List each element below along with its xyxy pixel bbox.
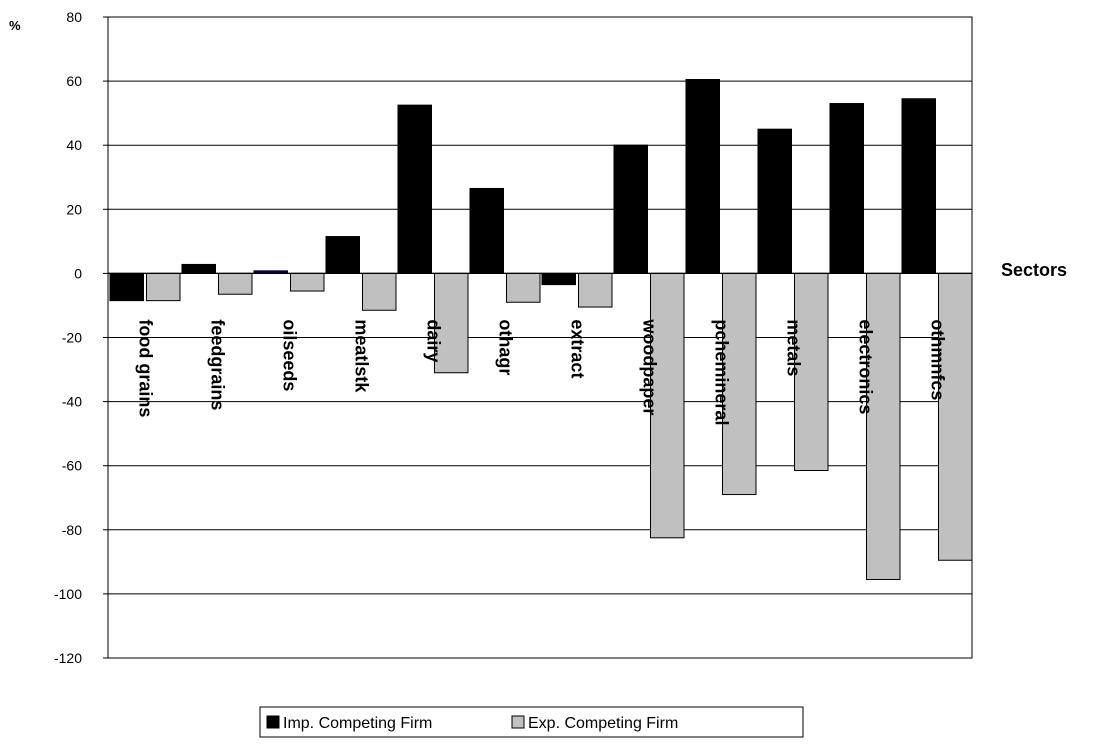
labels: 80 60 40 20 0 -20 -40 -60 -80 -100 -120 food grains… <box>9 9 1067 666</box>
imp-bar-othmnfcs <box>901 98 936 274</box>
imp-bar-dairy <box>397 104 432 274</box>
exp-bar-othagr <box>506 272 541 303</box>
y-tick-label: 60 <box>66 73 82 89</box>
y-tick-label: 80 <box>66 9 82 25</box>
category-label: othagr <box>495 319 515 375</box>
imp-bar-pchemineral <box>685 78 720 274</box>
imp-bar-feedgrains <box>181 263 216 274</box>
exp-bar-oilseeds <box>290 272 325 292</box>
x-axis-title: Sectors <box>1001 260 1067 280</box>
category-label: dairy <box>423 319 443 362</box>
exp-bar-pchemineral <box>722 272 757 496</box>
bars <box>109 78 973 580</box>
legend-swatch <box>266 715 280 729</box>
exp-bar-food-grains <box>146 272 181 302</box>
exp-bar-othmnfcs <box>938 272 973 561</box>
category-label: oilseeds <box>279 319 299 391</box>
category-label: othmnfcs <box>927 319 947 400</box>
y-tick-label: -120 <box>54 650 82 666</box>
exp-bar-metals <box>794 272 829 472</box>
y-tick-label: 0 <box>74 265 82 281</box>
category-label: food grains <box>135 319 155 417</box>
y-tick-label: -80 <box>62 522 82 538</box>
category-label: pchemineral <box>711 319 731 425</box>
axes <box>103 16 973 659</box>
imp-bar-electronics <box>829 103 864 274</box>
imp-bar-extract <box>541 272 576 286</box>
legend: Imp. Competing Firm Exp. Competing Firm <box>259 706 804 738</box>
y-axis-unit-label: % <box>9 18 21 33</box>
category-label: meatlstk <box>351 319 371 393</box>
legend-label: Exp. Competing Firm <box>528 715 678 732</box>
y-tick-label: -100 <box>54 586 82 602</box>
exp-bar-feedgrains <box>218 272 253 295</box>
imp-bar-othagr <box>469 187 504 274</box>
category-label: metals <box>783 319 803 376</box>
y-tick-label: 40 <box>66 137 82 153</box>
category-label: woodpaper <box>639 318 659 415</box>
legend-swatch <box>511 715 525 729</box>
imp-bar-woodpaper <box>613 144 648 274</box>
y-tick-label: 20 <box>66 201 82 217</box>
exp-bar-extract <box>578 272 613 308</box>
plot-border <box>107 16 973 659</box>
legend-box <box>259 706 804 738</box>
exp-bar-meatlstk <box>362 272 397 311</box>
exp-bar-electronics <box>866 272 901 580</box>
imp-bar-meatlstk <box>325 236 360 274</box>
category-label: feedgrains <box>207 319 227 410</box>
imp-bar-metals <box>757 128 792 274</box>
category-label: electronics <box>855 319 875 414</box>
exp-bar-woodpaper <box>650 272 685 539</box>
y-tick-label: -60 <box>62 458 82 474</box>
y-tick-label: -40 <box>62 394 82 410</box>
legend-label: Imp. Competing Firm <box>283 715 432 732</box>
imp-bar-food-grains <box>109 272 144 302</box>
category-label: extract <box>567 319 587 378</box>
y-tick-label: -20 <box>62 330 82 346</box>
